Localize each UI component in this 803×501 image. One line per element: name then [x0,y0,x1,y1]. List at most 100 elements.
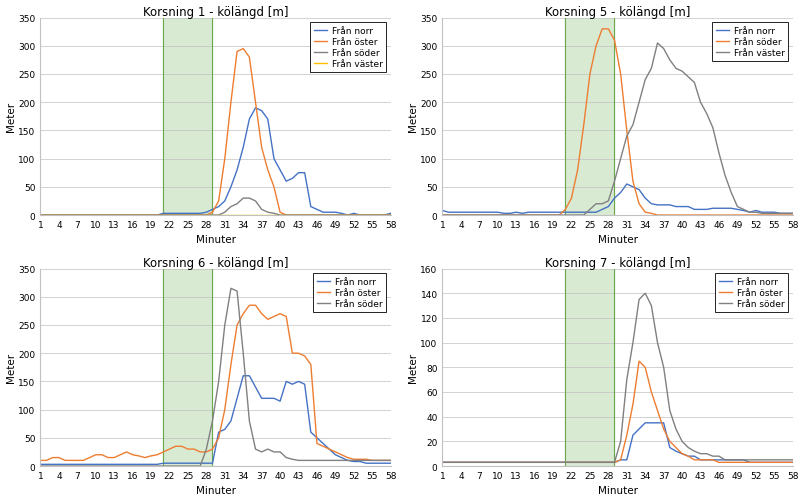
Line: Från öster: Från öster [40,306,390,460]
Från öster [336,452,346,458]
Y-axis label: Meter: Meter [407,102,417,132]
Från öster [116,452,125,458]
Från norr [251,106,260,112]
Line: Från söder: Från söder [40,199,390,215]
Från norr [275,398,284,404]
Från väster [437,212,446,218]
Från norr [744,210,753,216]
Från söder [121,463,131,469]
Från norr [676,451,686,457]
Från norr [529,210,539,216]
Från norr [701,457,711,463]
X-axis label: Minuter: Minuter [195,485,235,495]
Från norr [738,457,748,463]
Från öster [116,212,125,218]
Från väster [787,211,797,217]
Från väster [330,212,340,218]
Från söder [775,212,785,218]
Från norr [300,170,309,176]
Från söder [300,212,309,218]
Från söder [701,451,711,457]
Från öster [238,47,248,53]
Från norr [373,460,383,466]
Från söder [385,212,395,218]
Title: Korsning 6 - kölängd [m]: Korsning 6 - kölängd [m] [143,256,288,269]
Legend: Från norr, Från öster, Från söder: Från norr, Från öster, Från söder [715,274,787,312]
Från söder [437,459,446,465]
Från söder [676,438,686,444]
Från öster [300,212,309,218]
Från söder [116,463,125,469]
Från söder [336,212,346,218]
Från öster [35,212,45,218]
Från norr [116,461,125,467]
Från söder [787,457,797,463]
Från söder [116,212,125,218]
Från söder [738,212,748,218]
Title: Korsning 5 - kölängd [m]: Korsning 5 - kölängd [m] [544,6,690,19]
Från öster [244,303,254,309]
Från norr [499,211,508,217]
Från norr [437,208,446,214]
Från öster [701,457,711,463]
Från väster [517,212,527,218]
X-axis label: Minuter: Minuter [597,235,637,245]
Från norr [373,212,383,218]
Från väster [652,41,662,47]
Från söder [275,449,284,455]
Från norr [121,212,131,218]
Legend: Från norr, Från öster, Från söder: Från norr, Från öster, Från söder [313,274,385,312]
Title: Korsning 7 - kölängd [m]: Korsning 7 - kölängd [m] [544,256,690,269]
Från söder [640,291,650,297]
Från söder [226,286,235,292]
Från öster [121,449,131,455]
Y-axis label: Meter: Meter [6,353,15,383]
Title: Korsning 1 - kölängd [m]: Korsning 1 - kölängd [m] [143,6,288,19]
Från öster [373,212,383,218]
Från öster [676,451,686,457]
X-axis label: Minuter: Minuter [597,485,637,495]
Från öster [437,459,446,465]
Från söder [787,212,797,218]
Bar [163,19,212,215]
Från öster [35,457,45,463]
Från söder [275,212,284,218]
Från söder [385,457,395,463]
Från söder [676,212,686,218]
Line: Från norr: Från norr [442,185,792,214]
Från öster [775,459,785,465]
Y-axis label: Meter: Meter [407,353,417,383]
Från väster [35,212,45,218]
Från norr [35,461,45,467]
Från söder [517,212,527,218]
Från norr [35,212,45,218]
Från söder [121,212,131,218]
Från norr [683,204,692,210]
Från öster [275,311,284,317]
Från norr [787,211,797,217]
Från söder [523,459,532,465]
Från väster [701,111,711,117]
Line: Från öster: Från öster [442,361,792,462]
Från öster [738,459,748,465]
Från öster [634,358,643,364]
Från väster [523,212,532,218]
Line: Från väster: Från väster [442,44,792,215]
Från väster [269,212,279,218]
Från söder [775,457,785,463]
Från väster [738,207,748,213]
Line: Från söder: Från söder [442,30,792,215]
Från söder [373,212,383,218]
Från söder [701,212,711,218]
Från öster [385,457,395,463]
Från väster [293,212,303,218]
Från väster [385,212,395,218]
Från söder [523,212,532,218]
Från norr [275,167,284,173]
Från norr [622,182,631,188]
Line: Från norr: Från norr [40,376,390,464]
Bar [565,19,613,215]
Line: Från norr: Från norr [40,109,390,215]
Från öster [787,459,797,465]
Från norr [385,211,395,217]
